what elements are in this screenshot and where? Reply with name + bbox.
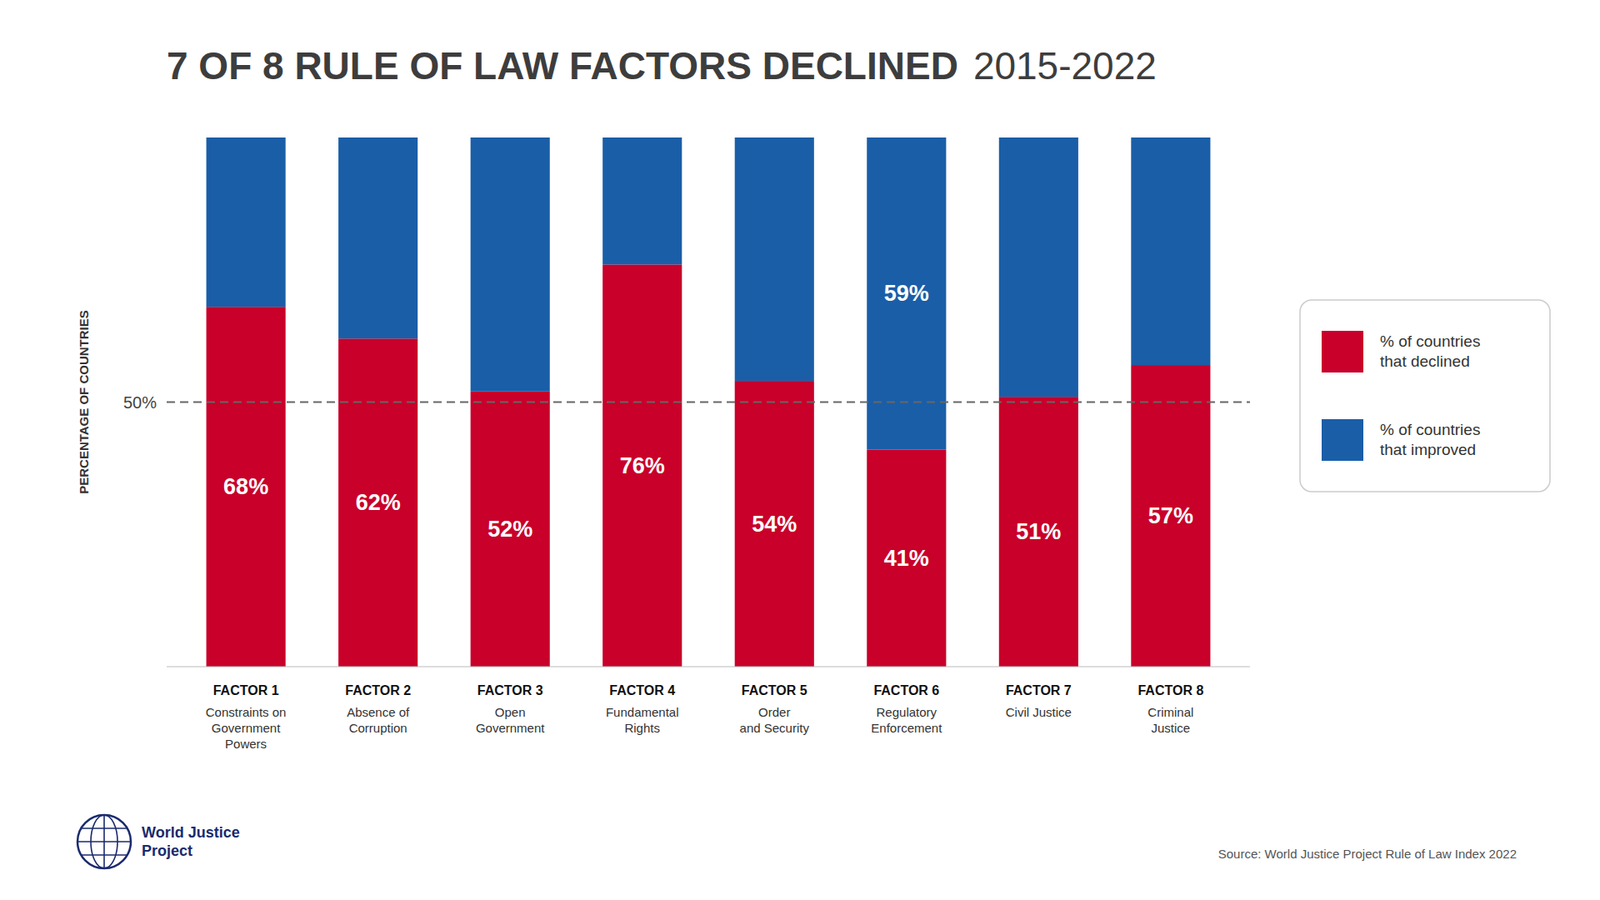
logo-meridian bbox=[103, 815, 105, 869]
bar bbox=[1130, 137, 1210, 365]
x-tick-label: FACTOR 2 Absence ofCorruption bbox=[345, 683, 411, 735]
source: Source: World Justice Project Rule of La… bbox=[1218, 846, 1517, 861]
legend-label-line: % of countries bbox=[1380, 332, 1480, 350]
legend-swatch bbox=[1321, 419, 1364, 461]
legend-box bbox=[1300, 300, 1550, 492]
x-tick-label-line: FACTOR 4 bbox=[609, 683, 675, 698]
title-years: 2015-2022 bbox=[973, 44, 1157, 88]
bar bbox=[338, 338, 418, 667]
data-label: 52% bbox=[487, 516, 533, 542]
x-tick-label: FACTOR 8 CriminalJustice bbox=[1137, 683, 1204, 735]
x-tick-label-line: FACTOR 1 bbox=[213, 683, 280, 698]
bar bbox=[735, 380, 815, 667]
x-tick-label-line: Regulatory bbox=[876, 705, 938, 720]
legend: % of countriesthat declined% of countrie… bbox=[1300, 300, 1550, 492]
x-tick-label-line: Powers bbox=[225, 736, 267, 751]
x-axis-line bbox=[166, 666, 1250, 668]
bar bbox=[735, 137, 815, 381]
x-tick-label: FACTOR 5 Orderand Security bbox=[740, 683, 810, 735]
legend-label: % of countriesthat improved bbox=[1380, 420, 1480, 459]
legend-label-line: that declined bbox=[1380, 352, 1470, 370]
x-tick-label-line: and Security bbox=[740, 720, 810, 735]
data-label: 68% bbox=[223, 474, 269, 500]
bar bbox=[1130, 365, 1210, 667]
x-tick-label-line: Order bbox=[758, 705, 790, 720]
x-tick-label-line: Government bbox=[475, 720, 545, 735]
x-tick-label-line: FACTOR 7 bbox=[1005, 683, 1072, 698]
logo-text-line: World Justice bbox=[141, 824, 240, 841]
bar bbox=[470, 137, 550, 392]
data-label: 51% bbox=[1015, 519, 1061, 545]
x-tick-label-line: Open bbox=[495, 705, 526, 720]
x-tick-label: FACTOR 6 RegulatoryEnforcement bbox=[870, 683, 943, 735]
x-tick-label-line: Criminal bbox=[1147, 705, 1194, 720]
bar bbox=[602, 264, 682, 667]
x-tick-label-line: Absence of bbox=[346, 705, 410, 720]
x-tick-label-line: FACTOR 5 bbox=[741, 683, 808, 698]
x-tick-label-line: Enforcement bbox=[870, 720, 943, 735]
logo-longitude bbox=[90, 815, 118, 869]
title-main: 7 OF 8 RULE OF LAW FACTORS DECLINED bbox=[166, 44, 959, 88]
x-tick-label: FACTOR 4 FundamentalRights bbox=[605, 683, 680, 735]
x-tick-label-line: Corruption bbox=[349, 720, 408, 735]
bar bbox=[999, 137, 1079, 397]
bar bbox=[206, 137, 286, 307]
logo-text-line: Project bbox=[141, 842, 193, 860]
x-tick-label-line: FACTOR 3 bbox=[477, 683, 544, 698]
background bbox=[0, 0, 1600, 900]
logo-circle bbox=[77, 815, 131, 869]
x-tick-label-line: Justice bbox=[1151, 720, 1191, 735]
legend-label-line: that improved bbox=[1380, 440, 1476, 459]
reference-label: 50% bbox=[123, 393, 157, 412]
data-labels: 68% 62% 52% 76% 54% 41% 51% 57% 59% bbox=[223, 280, 1194, 571]
x-tick-label-line: FACTOR 8 bbox=[1137, 683, 1204, 698]
logo bbox=[77, 815, 131, 869]
x-tick-label: FACTOR 7 Civil Justice bbox=[1005, 683, 1072, 720]
x-tick-label-line: Constraints on bbox=[205, 705, 287, 720]
x-tick-label-line: FACTOR 2 bbox=[345, 683, 411, 698]
x-tick-label-line: Government bbox=[211, 720, 281, 735]
reference-line bbox=[166, 401, 1250, 404]
data-label: 62% bbox=[355, 490, 401, 515]
data-label: 54% bbox=[751, 511, 797, 537]
title: 7 OF 8 RULE OF LAW FACTORS DECLINED 2015-… bbox=[166, 44, 1157, 88]
data-label: 59% bbox=[884, 280, 930, 306]
x-tick-label: FACTOR 3 OpenGovernment bbox=[475, 683, 545, 735]
legend-label: % of countries that declined bbox=[1380, 332, 1480, 370]
bar bbox=[338, 137, 418, 339]
bar bbox=[206, 306, 286, 667]
bar bbox=[602, 137, 682, 265]
x-tick-label-line: Fundamental bbox=[605, 705, 680, 720]
bar bbox=[999, 396, 1079, 667]
legend-swatch bbox=[1321, 330, 1364, 373]
data-label: 57% bbox=[1148, 503, 1194, 529]
y-axis-label: PERCENTAGE OF COUNTRIES bbox=[76, 310, 91, 495]
logo-text: World JusticeProject bbox=[141, 824, 240, 860]
data-label: 41% bbox=[884, 545, 930, 571]
x-tick-label-line: Rights bbox=[624, 720, 660, 735]
data-label: 76% bbox=[620, 453, 665, 479]
legend-label-line: % of countries bbox=[1380, 420, 1480, 439]
x-tick-label-line: FACTOR 6 bbox=[873, 683, 940, 698]
chart: 7 OF 8 RULE OF LAW FACTORS DECLINED 2015-… bbox=[0, 0, 1600, 900]
bar bbox=[866, 450, 946, 667]
x-tick-label-line: Civil Justice bbox=[1005, 705, 1072, 720]
x-tick-label: FACTOR 1 Constraints onGovernmentPowers bbox=[205, 683, 287, 751]
bar bbox=[470, 391, 550, 667]
